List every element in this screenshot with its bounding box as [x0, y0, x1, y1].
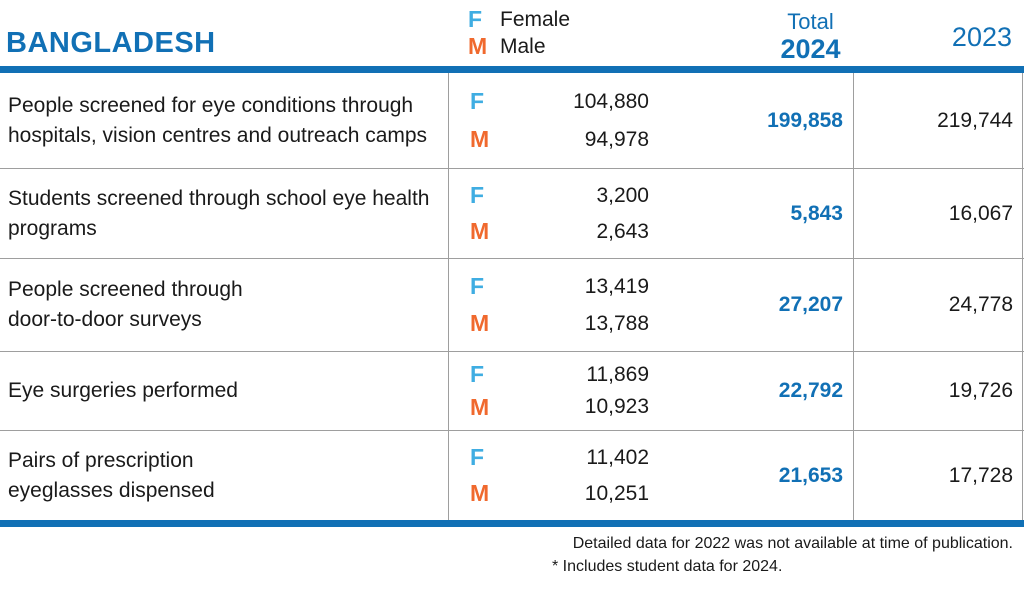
legend-female: F Female — [468, 6, 570, 33]
female-key-icon: F — [470, 88, 485, 114]
prev-year-value: 24,778 — [853, 259, 1023, 351]
male-key-icon: M — [470, 126, 490, 152]
female-value: 13,419 — [584, 274, 649, 298]
male-key-icon: M — [468, 33, 488, 59]
row-values-cell: F 11,869 M 10,923 22,792 — [448, 352, 853, 430]
male-value: 10,923 — [584, 395, 649, 419]
female-key-icon: F — [470, 444, 485, 470]
data-table: People screened for eye conditions throu… — [0, 73, 1024, 520]
total-value: 21,653 — [778, 463, 843, 487]
fm-values: F 13,419 M 13,788 — [449, 259, 649, 351]
male-value-line: M 2,643 — [449, 218, 649, 245]
total-year: 2024 — [780, 34, 841, 64]
female-key-icon: F — [470, 273, 485, 299]
female-value-line: F 3,200 — [449, 182, 649, 209]
female-value-line: F 104,880 — [449, 88, 649, 115]
table-row: Eye surgeries performed F 11,869 M 10,92… — [0, 351, 1024, 430]
female-value: 11,869 — [586, 362, 649, 386]
female-legend-label: Female — [500, 7, 571, 31]
prev-year-value: 19,726 — [853, 352, 1023, 430]
fm-values: F 3,200 M 2,643 — [449, 169, 649, 258]
total-value: 5,843 — [790, 201, 843, 225]
top-divider-bar — [0, 66, 1024, 73]
row-label: Students screened through school eye hea… — [8, 186, 430, 240]
fm-values: F 11,869 M 10,923 — [449, 352, 649, 430]
total-value: 27,207 — [778, 293, 843, 316]
total-value: 22,792 — [778, 379, 843, 402]
female-value-line: F 13,419 — [449, 273, 649, 300]
table-row: People screened for eye conditions throu… — [0, 73, 1024, 168]
footnotes: Detailed data for 2022 was not available… — [0, 527, 1024, 601]
row-label: People screened for eye conditions throu… — [8, 93, 428, 147]
male-value: 2,643 — [596, 219, 649, 243]
female-key-icon: F — [470, 361, 485, 388]
table-row: Pairs of prescription eyeglasses dispens… — [0, 430, 1024, 520]
total-value: 199,858 — [767, 108, 843, 132]
legend: F Female M Male — [468, 6, 570, 60]
table-header: BANGLADESH F Female M Male Total 2024 20… — [0, 0, 1024, 66]
row-values-cell: F 11,402 M 10,251 21,653 — [448, 431, 853, 520]
fm-values: F 11,402 M 10,251 — [449, 431, 649, 520]
row-values-cell: F 3,200 M 2,643 5,843 — [448, 169, 853, 258]
female-value-line: F 11,869 — [449, 361, 649, 388]
fm-values: F 104,880 M 94,978 — [449, 73, 649, 168]
male-value: 13,788 — [584, 311, 649, 335]
legend-male: M Male — [468, 33, 570, 60]
table-row: Students screened through school eye hea… — [0, 168, 1024, 258]
male-value-line: M 10,923 — [449, 394, 649, 421]
row-label: People screened through door-to-door sur… — [8, 278, 243, 331]
female-value: 3,200 — [596, 183, 649, 207]
male-key-icon: M — [470, 218, 490, 244]
male-key-icon: M — [470, 480, 490, 506]
bottom-divider-bar — [0, 520, 1024, 527]
footnote-2022-data: Detailed data for 2022 was not available… — [572, 535, 1013, 552]
male-value-line: M 10,251 — [449, 480, 649, 507]
female-value-line: F 11,402 — [449, 444, 649, 471]
total-2024-column-header: Total 2024 — [748, 9, 873, 65]
table-row: People screened through door-to-door sur… — [0, 258, 1024, 351]
prev-year-value: 17,728 — [853, 431, 1023, 520]
male-key-icon: M — [470, 310, 490, 336]
female-value: 11,402 — [586, 445, 649, 469]
prev-year-value: 219,744 — [853, 73, 1023, 168]
row-label: Eye surgeries performed — [8, 379, 238, 402]
male-legend-label: Male — [500, 34, 546, 58]
row-values-cell: F 104,880 M 94,978 199,858 — [448, 73, 853, 168]
male-value-line: M 13,788 — [449, 310, 649, 337]
male-key-icon: M — [470, 393, 490, 420]
female-value: 104,880 — [573, 89, 649, 113]
male-value: 10,251 — [584, 481, 649, 505]
female-key-icon: F — [468, 6, 483, 32]
total-label: Total — [787, 9, 834, 34]
page-title: BANGLADESH — [6, 27, 216, 59]
year-2023-column-header: 2023 — [951, 22, 1012, 52]
female-key-icon: F — [470, 182, 485, 208]
footnote-student-data: * Includes student data for 2024. — [552, 558, 783, 575]
prev-year-value: 16,067 — [853, 169, 1023, 258]
row-label: Pairs of prescription eyeglasses dispens… — [8, 448, 215, 502]
row-values-cell: F 13,419 M 13,788 27,207 — [448, 259, 853, 351]
male-value: 94,978 — [584, 127, 649, 151]
male-value-line: M 94,978 — [449, 126, 649, 153]
